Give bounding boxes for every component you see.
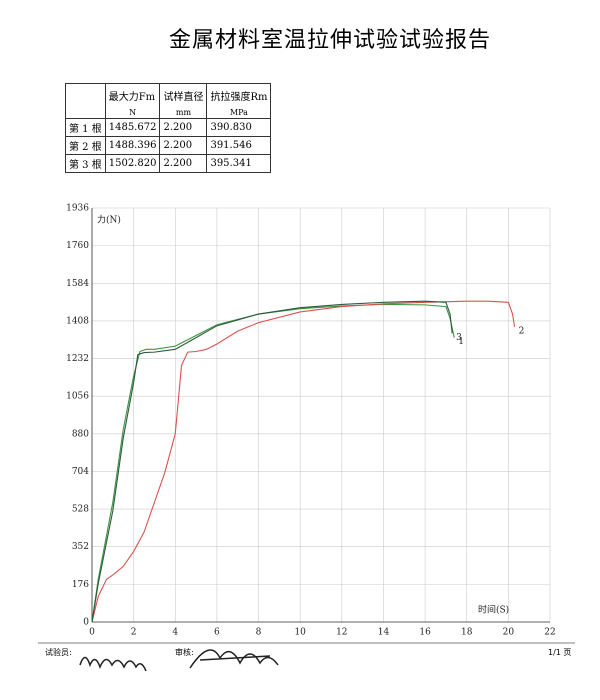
y-tick-label: 352	[72, 542, 89, 552]
y-tick-label: 1760	[66, 241, 89, 251]
cell: 1502.820	[104, 154, 161, 173]
force-curve	[91, 300, 516, 623]
x-tick-label: 4	[172, 628, 178, 638]
x-tick-label: 12	[336, 628, 347, 638]
x-tick-label: 14	[378, 628, 390, 638]
x-tick-label: 8	[256, 628, 262, 638]
x-tick-label: 22	[544, 628, 555, 638]
x-tick-label: 18	[461, 628, 473, 638]
y-tick-label: 704	[72, 467, 89, 477]
y-tick-label: 0	[83, 618, 89, 628]
y-tick-label: 1936	[66, 204, 89, 214]
x-tick-label: 6	[214, 628, 220, 638]
signature	[189, 649, 279, 669]
cell: 抗拉强度Rm	[206, 83, 272, 106]
y-axis-label: 力(N)	[97, 214, 121, 226]
curve-label: 3	[456, 333, 462, 343]
x-tick-label: 16	[419, 628, 431, 638]
curve-label: 2	[519, 326, 525, 336]
report-title: 金属材料室温拉伸试验试验报告	[168, 28, 491, 53]
page-number: 1/1 页	[548, 648, 572, 657]
tester-label: 试验员:	[45, 648, 72, 657]
y-tick-label: 1584	[66, 279, 89, 289]
y-tick-label: 880	[72, 429, 89, 439]
force-curve	[91, 300, 453, 623]
curve-label: 1	[458, 337, 464, 347]
x-tick-label: 20	[503, 628, 515, 638]
x-tick-label: 10	[294, 628, 306, 638]
x-tick-label: 0	[89, 628, 95, 638]
force-curve	[91, 303, 455, 623]
y-tick-label: 1232	[66, 354, 89, 364]
y-tick-label: 528	[72, 505, 89, 515]
reviewer-label: 审核:	[175, 648, 194, 657]
y-tick-label: 1056	[66, 392, 89, 402]
x-tick-label: 2	[131, 628, 137, 638]
x-axis-label: 时间(S)	[478, 604, 509, 616]
y-tick-label: 176	[72, 580, 89, 590]
cell: 395.341	[206, 154, 272, 173]
y-tick-label: 1408	[66, 316, 89, 326]
signature	[79, 656, 147, 672]
